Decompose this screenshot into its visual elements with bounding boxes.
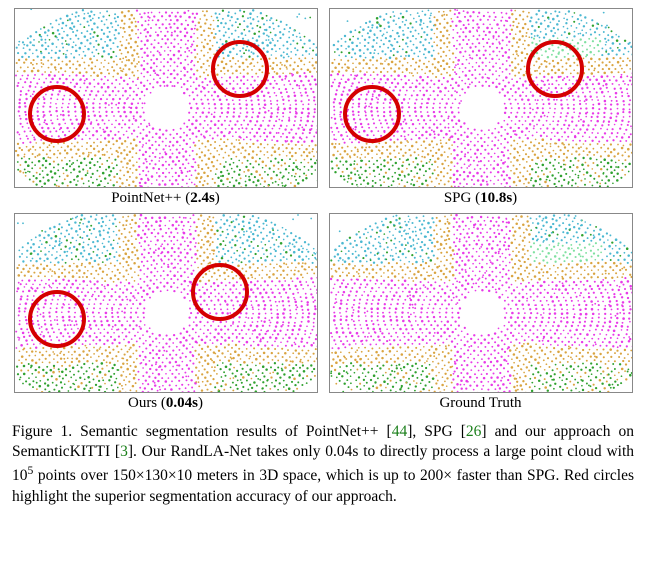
panel-0-label-suffix: ) bbox=[215, 190, 220, 206]
panel-3-image bbox=[329, 213, 633, 393]
panel-2-label-bold: 0.04s bbox=[166, 395, 198, 411]
pointcloud-svg-0 bbox=[15, 9, 318, 188]
panel-1-label-bold: 10.8s bbox=[480, 190, 512, 206]
panel-1-image bbox=[329, 8, 633, 188]
pointcloud-svg-2 bbox=[15, 214, 318, 393]
pointcloud-svg-1 bbox=[330, 9, 633, 188]
panel-0-image bbox=[14, 8, 318, 188]
citation-3: 3 bbox=[120, 443, 128, 460]
panel-1-label-prefix: SPG ( bbox=[444, 190, 480, 206]
citation-44: 44 bbox=[392, 423, 408, 440]
panel-0-label-bold: 2.4s bbox=[190, 190, 215, 206]
citation-26: 26 bbox=[466, 423, 482, 440]
caption-part-0: Figure 1. Semantic segmentation results … bbox=[12, 423, 392, 440]
panel-0-label-prefix: PointNet++ ( bbox=[111, 190, 190, 206]
panel-3-label: Ground Truth bbox=[439, 395, 521, 412]
panel-3: Ground Truth bbox=[327, 213, 634, 416]
panel-2-label: Ours (0.04s) bbox=[128, 395, 203, 412]
panel-1: SPG (10.8s) bbox=[327, 8, 634, 211]
panel-2-image bbox=[14, 213, 318, 393]
panel-1-label-suffix: ) bbox=[512, 190, 517, 206]
panel-3-label-prefix: Ground Truth bbox=[439, 395, 521, 411]
panel-2-label-prefix: Ours ( bbox=[128, 395, 166, 411]
panel-2-label-suffix: ) bbox=[198, 395, 203, 411]
panel-2: Ours (0.04s) bbox=[12, 213, 319, 416]
figure-caption: Figure 1. Semantic segmentation results … bbox=[12, 422, 634, 507]
pointcloud-svg-3 bbox=[330, 214, 633, 393]
caption-part-1: ], SPG [ bbox=[407, 423, 466, 440]
panel-0-label: PointNet++ (2.4s) bbox=[111, 190, 220, 207]
figure-grid: PointNet++ (2.4s) SPG (10.8s) Ours (0.04… bbox=[12, 8, 634, 416]
panel-1-label: SPG (10.8s) bbox=[444, 190, 517, 207]
caption-part-4: points over 150×130×10 meters in 3D spac… bbox=[12, 467, 634, 504]
panel-0: PointNet++ (2.4s) bbox=[12, 8, 319, 211]
